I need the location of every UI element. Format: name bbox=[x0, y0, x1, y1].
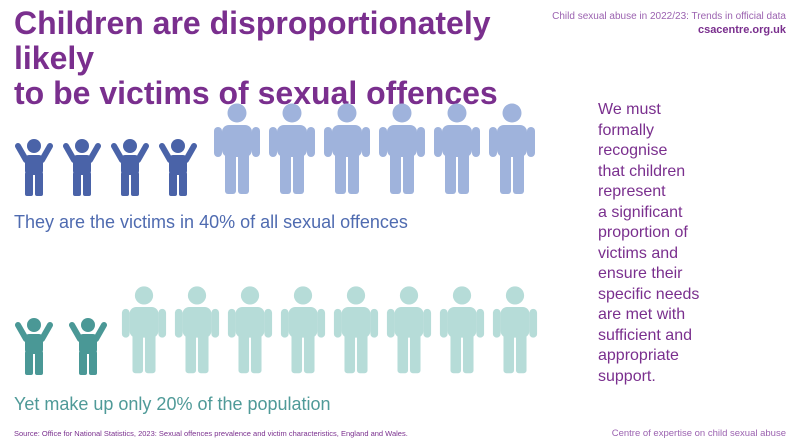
adult-standing-icon bbox=[492, 286, 538, 374]
child-arms-raised-icon bbox=[15, 318, 53, 375]
page-title: Children are disproportionately likely t… bbox=[14, 6, 574, 111]
title-line-2: to be victims of sexual offences bbox=[14, 75, 498, 111]
child-arms-raised-icon bbox=[15, 139, 53, 196]
organisation-name: Centre of expertise on child sexual abus… bbox=[611, 428, 786, 439]
publication-title: Child sexual abuse in 2022/23: Trends in… bbox=[552, 11, 786, 22]
adult-standing-icon bbox=[280, 286, 326, 374]
population-statistic: Yet make up only 20% of the population bbox=[14, 394, 331, 414]
child-arms-raised-icon bbox=[159, 139, 197, 196]
adult-standing-icon bbox=[121, 286, 167, 374]
adult-standing-icon bbox=[174, 286, 220, 374]
title-line-1: Children are disproportionately likely bbox=[14, 5, 491, 76]
adult-standing-icon bbox=[434, 103, 480, 194]
child-arms-raised-icon bbox=[69, 318, 107, 375]
source-note: Source: Office for National Statistics, … bbox=[14, 429, 408, 438]
child-arms-raised-icon bbox=[111, 139, 149, 196]
adult-standing-icon bbox=[333, 286, 379, 374]
header-meta: Child sexual abuse in 2022/23: Trends in… bbox=[552, 10, 786, 37]
victims-statistic: They are the victims in 40% of all sexua… bbox=[14, 212, 408, 232]
adult-standing-icon bbox=[439, 286, 485, 374]
child-arms-raised-icon bbox=[63, 139, 101, 196]
call-to-action-text: We must formally recognise that children… bbox=[598, 101, 700, 385]
adult-standing-icon bbox=[214, 103, 260, 194]
adult-standing-icon bbox=[379, 103, 425, 194]
adult-standing-icon bbox=[227, 286, 273, 374]
adult-standing-icon bbox=[269, 103, 315, 194]
adult-standing-icon bbox=[386, 286, 432, 374]
adult-standing-icon bbox=[324, 103, 370, 194]
adult-standing-icon bbox=[489, 103, 535, 194]
website-link[interactable]: csacentre.org.uk bbox=[697, 24, 786, 36]
